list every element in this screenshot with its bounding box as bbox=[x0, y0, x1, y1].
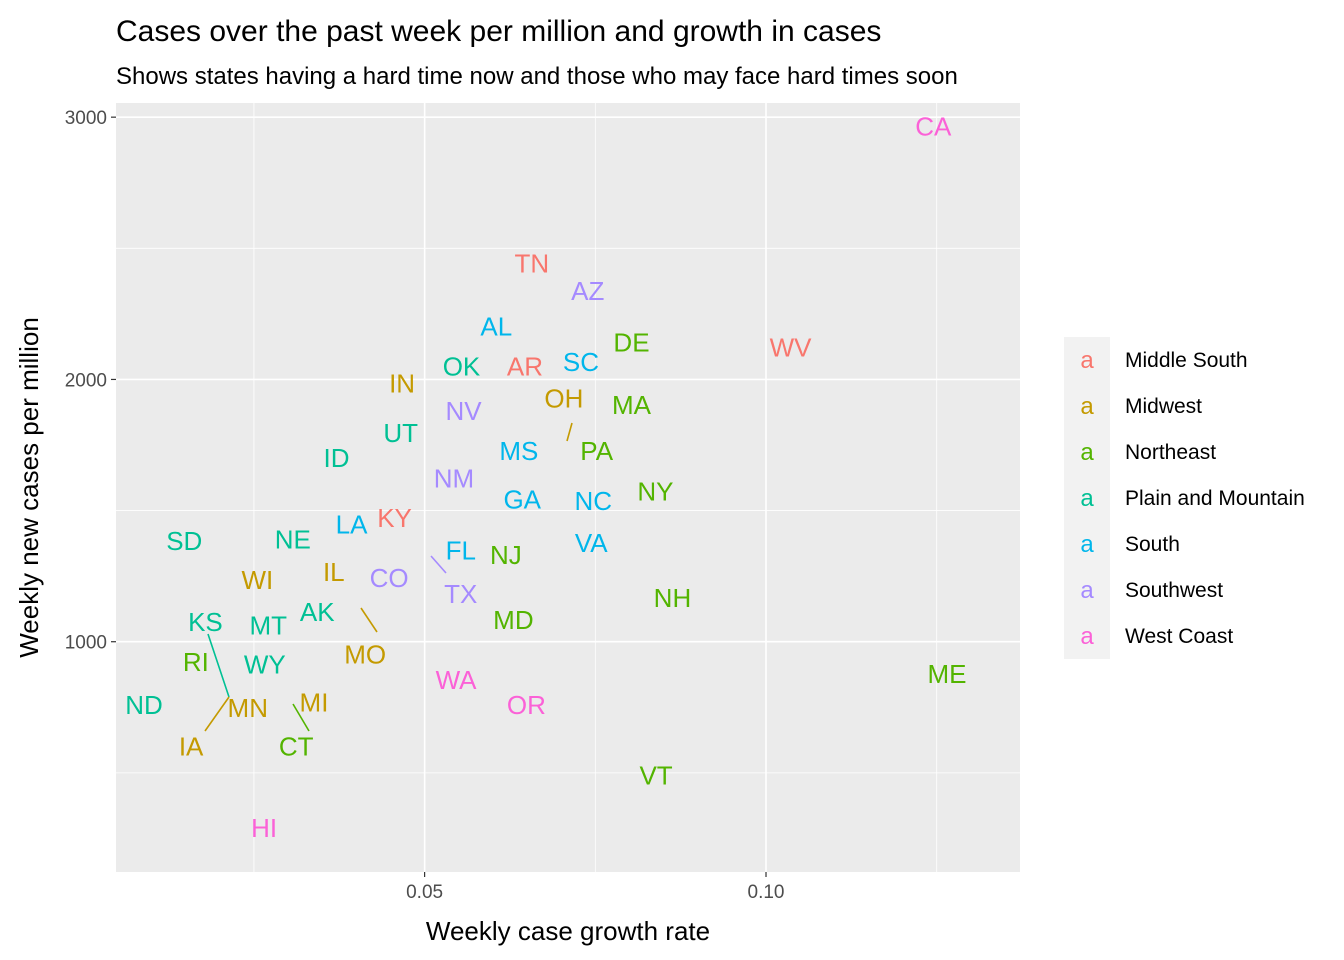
panel-background bbox=[116, 103, 1020, 872]
state-label-nv: NV bbox=[445, 396, 482, 426]
state-label-co: CO bbox=[370, 563, 409, 593]
state-label-ak: AK bbox=[300, 597, 335, 627]
state-label-de: DE bbox=[613, 328, 649, 358]
state-label-mt: MT bbox=[249, 611, 287, 641]
x-tick-label: 0.05 bbox=[406, 882, 443, 903]
chart-subtitle: Shows states having a hard time now and … bbox=[116, 63, 958, 90]
legend-key bbox=[1064, 337, 1110, 383]
y-tick-label: 2000 bbox=[65, 370, 107, 391]
state-label-ga: GA bbox=[503, 485, 541, 515]
state-label-sc: SC bbox=[563, 347, 599, 377]
legend-key bbox=[1064, 429, 1110, 475]
state-label-ky: KY bbox=[377, 503, 412, 533]
state-label-pa: PA bbox=[580, 436, 613, 466]
state-label-nc: NC bbox=[574, 486, 612, 516]
legend-key-glyph: a bbox=[1080, 393, 1094, 420]
legend-label: Northeast bbox=[1125, 441, 1216, 464]
legend-key-glyph: a bbox=[1080, 347, 1094, 374]
state-label-wy: WY bbox=[244, 650, 286, 680]
chart-title: Cases over the past week per million and… bbox=[116, 15, 881, 48]
state-label-az: AZ bbox=[571, 276, 604, 306]
state-label-nh: NH bbox=[654, 583, 692, 613]
state-label-ny: NY bbox=[637, 477, 673, 507]
y-axis: 1000 2000 3000 bbox=[65, 108, 116, 654]
state-label-ri: RI bbox=[183, 647, 209, 677]
label-connector bbox=[430, 555, 447, 574]
legend: a Middle South a Midwest a Northeast a Plain an… bbox=[1064, 337, 1305, 659]
legend-label: West Coast bbox=[1125, 625, 1233, 648]
state-label-wi: WI bbox=[241, 565, 273, 595]
legend-label: Plain and Mountain bbox=[1125, 487, 1305, 510]
legend-key-glyph: a bbox=[1080, 485, 1094, 512]
state-label-vt: VT bbox=[639, 761, 672, 791]
state-label-ms: MS bbox=[499, 436, 538, 466]
label-connector bbox=[566, 422, 573, 442]
state-label-ar: AR bbox=[507, 351, 543, 381]
state-label-nj: NJ bbox=[490, 540, 522, 570]
state-label-ne: NE bbox=[275, 525, 311, 555]
legend-label: Middle South bbox=[1125, 349, 1248, 372]
state-label-wv: WV bbox=[770, 332, 813, 362]
legend-key-glyph: a bbox=[1080, 439, 1094, 466]
state-label-la: LA bbox=[336, 510, 368, 540]
state-label-mo: MO bbox=[344, 640, 386, 670]
legend-key bbox=[1064, 475, 1110, 521]
state-label-me: ME bbox=[927, 659, 966, 689]
legend-key-glyph: a bbox=[1080, 623, 1094, 650]
state-label-mn: MN bbox=[228, 693, 268, 723]
state-label-ks: KS bbox=[188, 607, 223, 637]
state-label-oh: OH bbox=[544, 384, 583, 414]
legend-label: Southwest bbox=[1125, 579, 1223, 602]
y-axis-title: Weekly new cases per million bbox=[14, 317, 44, 658]
state-label-va: VA bbox=[575, 528, 608, 558]
state-label-mi: MI bbox=[300, 687, 329, 717]
state-label-ca: CA bbox=[915, 111, 952, 141]
legend-label: Midwest bbox=[1125, 395, 1202, 418]
state-label-ma: MA bbox=[612, 390, 652, 420]
state-label-in: IN bbox=[389, 368, 415, 398]
x-axis-title: Weekly case growth rate bbox=[426, 916, 710, 946]
y-tick-label: 3000 bbox=[65, 108, 107, 129]
x-tick-label: 0.10 bbox=[748, 882, 785, 903]
state-label-ok: OK bbox=[443, 351, 481, 381]
state-label-sd: SD bbox=[166, 526, 202, 556]
state-label-al: AL bbox=[480, 312, 512, 342]
state-label-il: IL bbox=[323, 557, 345, 587]
state-label-nm: NM bbox=[434, 464, 474, 494]
legend-key-glyph: a bbox=[1080, 577, 1094, 604]
state-label-ia: IA bbox=[179, 731, 204, 761]
legend-key-glyph: a bbox=[1080, 531, 1094, 558]
state-label-wa: WA bbox=[436, 665, 478, 695]
state-label-tn: TN bbox=[514, 248, 549, 278]
state-label-ut: UT bbox=[383, 418, 418, 448]
legend-key bbox=[1064, 567, 1110, 613]
state-label-tx: TX bbox=[444, 579, 477, 609]
y-tick-label: 1000 bbox=[65, 633, 107, 654]
plot-panel bbox=[116, 103, 1020, 872]
legend-label: South bbox=[1125, 533, 1180, 556]
state-label-ct: CT bbox=[279, 731, 314, 761]
state-label-fl: FL bbox=[446, 536, 476, 566]
label-connector bbox=[292, 703, 310, 732]
state-label-or: OR bbox=[507, 690, 546, 720]
x-axis: 0.05 0.10 bbox=[406, 872, 784, 903]
state-labels: CA TN AZ AL DE WV SC OK AR IN MA OH NV UT MS PA ID NM NY GA… bbox=[125, 111, 966, 843]
state-label-id: ID bbox=[324, 443, 350, 473]
legend-key bbox=[1064, 521, 1110, 567]
label-connector bbox=[360, 607, 378, 633]
label-connector bbox=[204, 696, 230, 732]
state-label-md: MD bbox=[493, 605, 533, 635]
legend-key bbox=[1064, 383, 1110, 429]
label-connector bbox=[207, 633, 230, 698]
state-label-nd: ND bbox=[125, 690, 163, 720]
legend-key bbox=[1064, 613, 1110, 659]
state-label-hi: HI bbox=[251, 813, 277, 843]
